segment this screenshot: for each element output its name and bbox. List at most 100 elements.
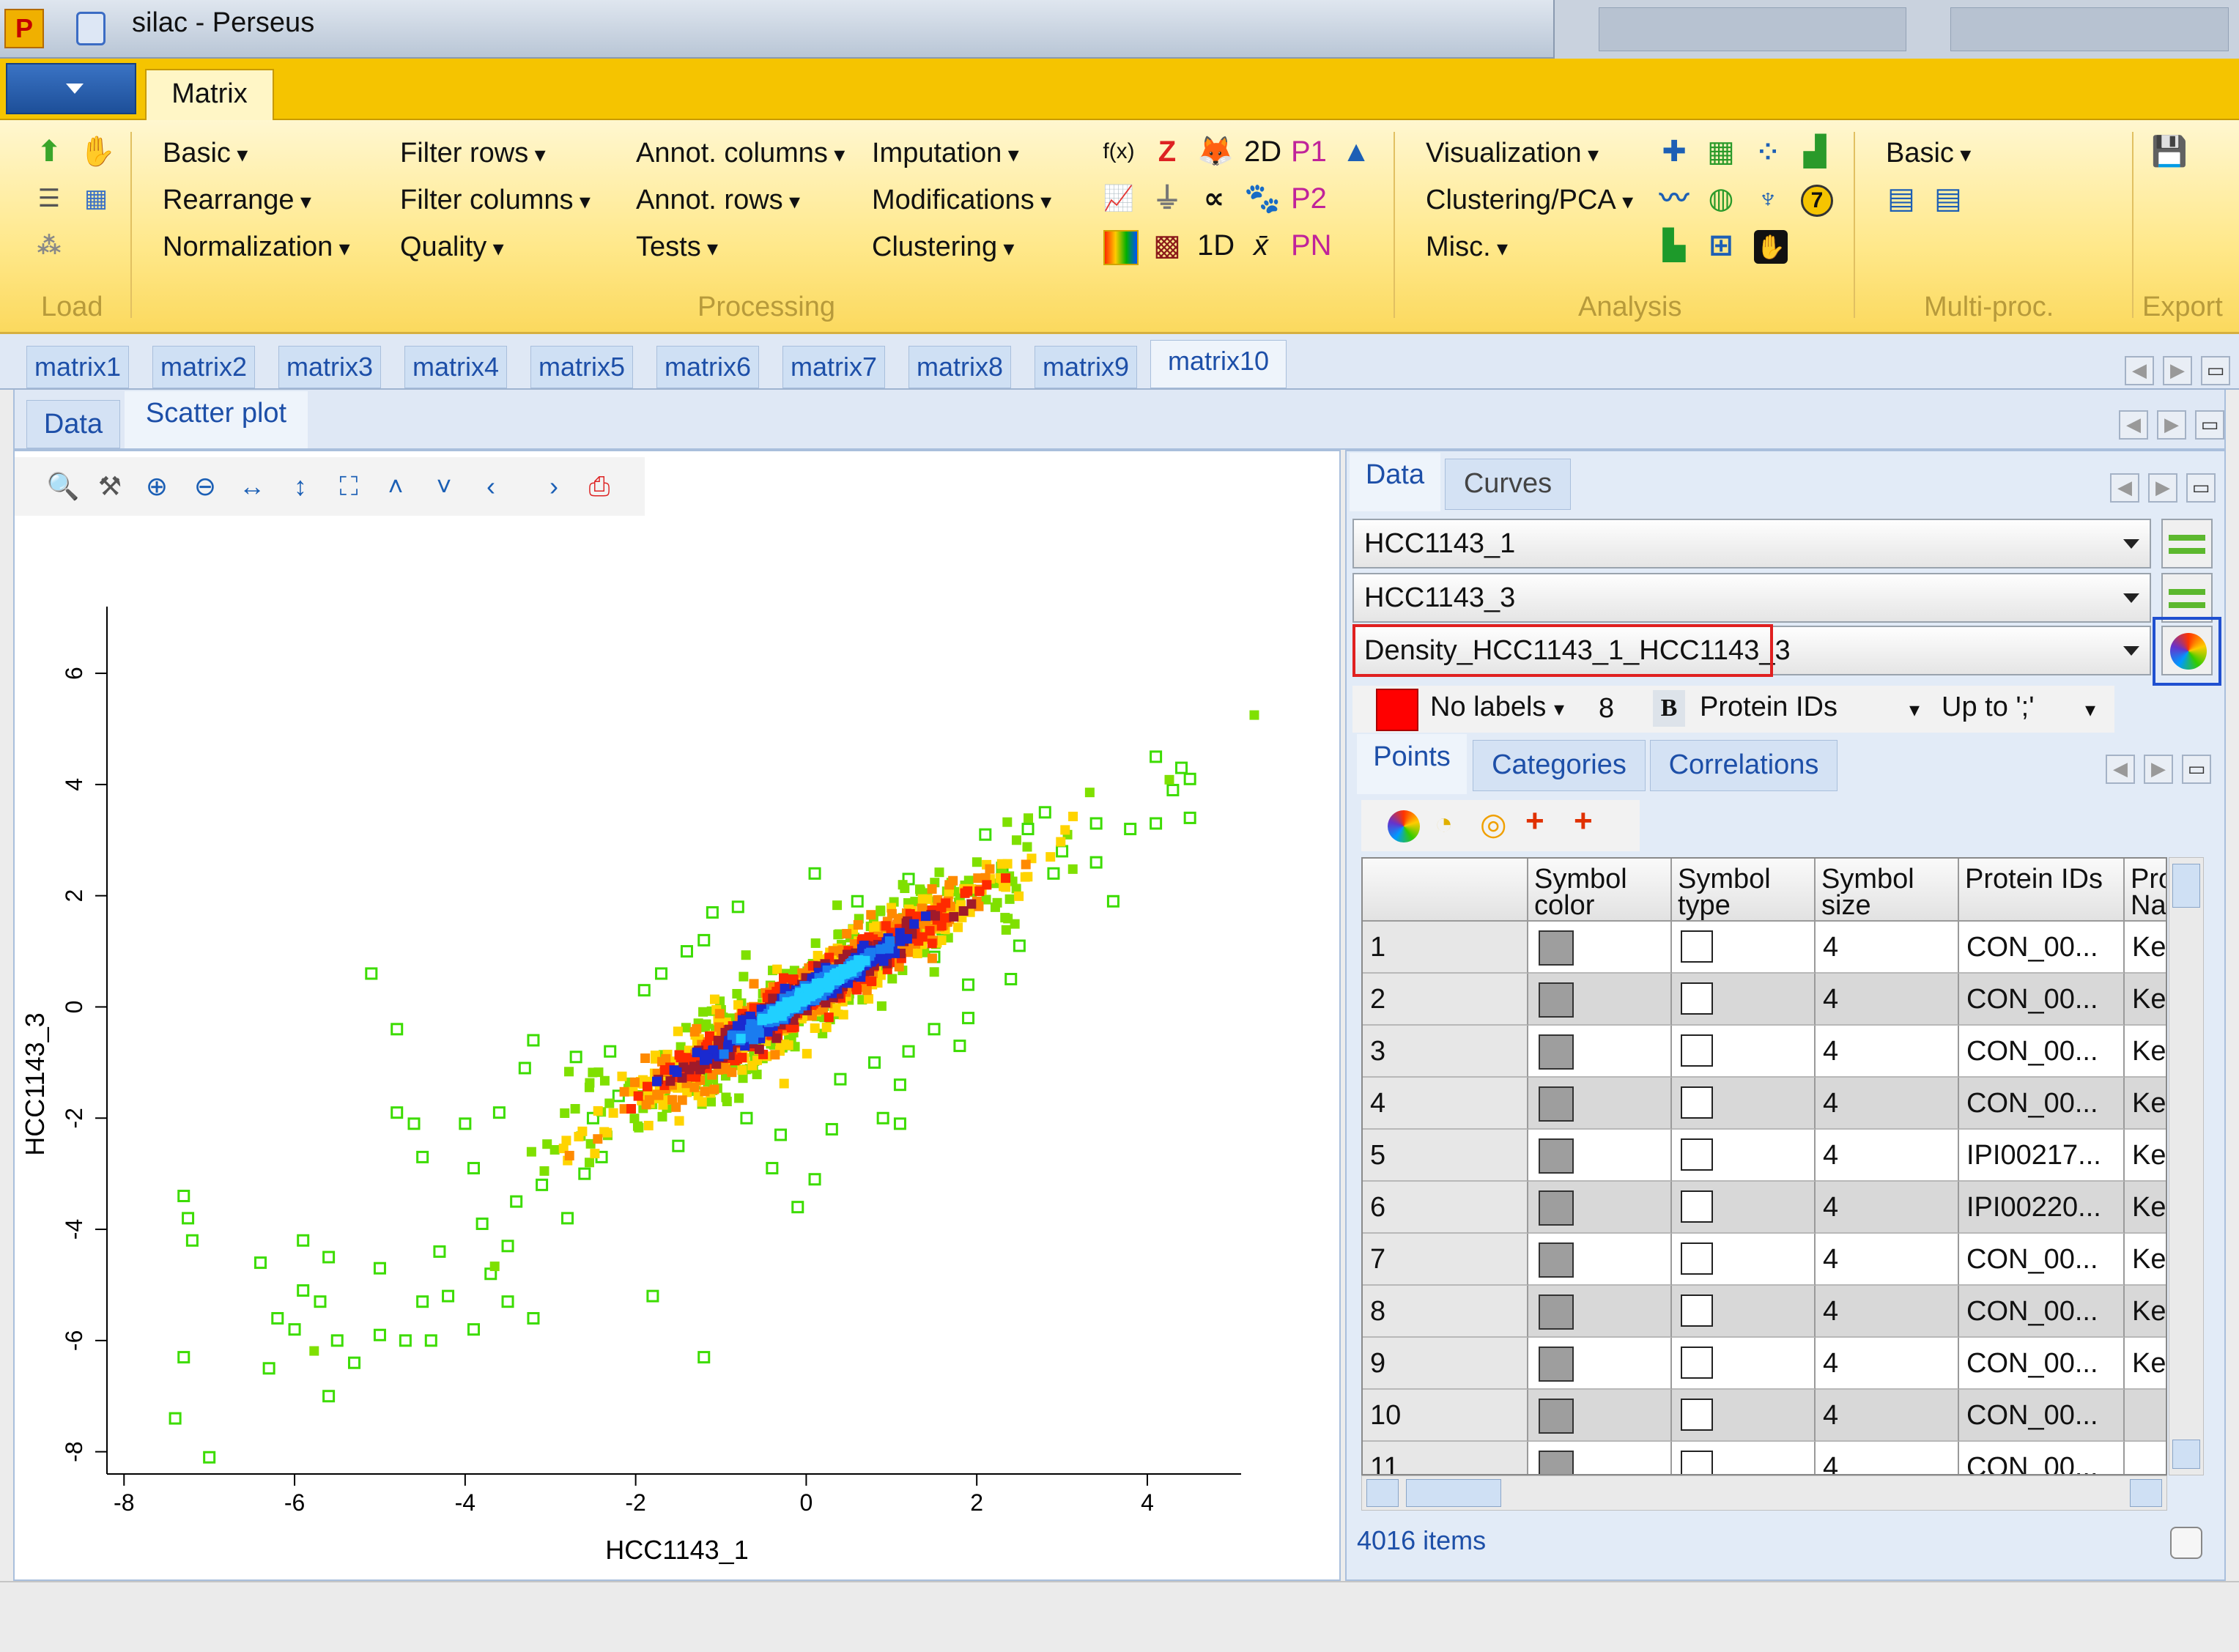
protein-ids-cell[interactable]: IPI00217... xyxy=(1959,1130,2125,1182)
pacman-icon[interactable]: ◔ xyxy=(1435,806,1454,840)
protein-ids-cell[interactable]: CON_00... xyxy=(1959,1390,2125,1442)
row-number-cell[interactable]: 8 xyxy=(1363,1286,1528,1338)
ring-icon[interactable]: ◎ xyxy=(1480,807,1507,841)
view-right-icon[interactable]: ▶ xyxy=(2157,410,2186,440)
color-swatch[interactable] xyxy=(1539,1034,1574,1070)
table-row[interactable]: 8 4 CON_00... Ke xyxy=(1363,1286,2166,1338)
ribbon-tab-matrix[interactable]: Matrix xyxy=(145,69,274,120)
tab-matrix5[interactable]: matrix5 xyxy=(530,346,633,388)
add-point-alt-icon[interactable]: + xyxy=(1574,803,1593,839)
protein-ids-cell[interactable]: CON_00... xyxy=(1959,974,2125,1026)
move-up-icon[interactable]: ˄ xyxy=(388,471,404,501)
symbol-size-cell[interactable]: 4 xyxy=(1816,1234,1959,1286)
vertical-zoom-icon[interactable]: ↕ xyxy=(294,471,307,501)
zoom-out-icon[interactable]: ⊖ xyxy=(193,471,217,501)
row-number-cell[interactable]: 5 xyxy=(1363,1130,1528,1182)
view-menu-icon[interactable]: ▭ xyxy=(2195,410,2224,440)
tab-correlations[interactable]: Correlations xyxy=(1650,740,1838,791)
color-swatch[interactable] xyxy=(1539,1294,1574,1330)
tab-settings-data[interactable]: Data xyxy=(1350,453,1440,511)
scroll-right-button[interactable] xyxy=(2130,1479,2162,1507)
symbol-color-cell[interactable] xyxy=(1528,922,1672,974)
tab-matrix8[interactable]: matrix8 xyxy=(908,346,1011,388)
tab-matrix2[interactable]: matrix2 xyxy=(152,346,255,388)
tab-matrix1[interactable]: matrix1 xyxy=(26,346,129,388)
menu-filter-rows[interactable]: Filter rows xyxy=(400,138,546,169)
select-zoom-icon[interactable]: 🔍 xyxy=(46,471,80,501)
table-row[interactable]: 5 4 IPI00217... Ke xyxy=(1363,1130,2166,1182)
menu-misc[interactable]: Misc. xyxy=(1426,231,1508,263)
symbol-type-cell[interactable] xyxy=(1672,1338,1816,1390)
symbol-size-cell[interactable]: 4 xyxy=(1816,1078,1959,1130)
menu-tests[interactable]: Tests xyxy=(636,231,718,263)
grid-green-icon[interactable]: ▦ xyxy=(1707,136,1735,168)
column-header-symbol-color[interactable]: Symbol color xyxy=(1528,859,1672,922)
protein-names-cell[interactable]: Ke xyxy=(2125,1182,2166,1234)
protein-names-cell[interactable]: Ke xyxy=(2125,1078,2166,1130)
menu-multiproc-basic[interactable]: Basic xyxy=(1886,138,1971,169)
square-symbol-icon[interactable] xyxy=(1681,1190,1713,1223)
line-chart-icon[interactable]: 📈 xyxy=(1103,185,1135,212)
color-scheme-button[interactable] xyxy=(2161,626,2213,675)
z-score-icon[interactable]: Z xyxy=(1158,136,1177,168)
table-row[interactable]: 6 4 IPI00220... Ke xyxy=(1363,1182,2166,1234)
profile-icon[interactable]: 〰 xyxy=(1659,182,1689,215)
square-symbol-icon[interactable] xyxy=(1681,1086,1713,1119)
color-swatch[interactable] xyxy=(1539,1190,1574,1226)
save-icon[interactable]: 💾 xyxy=(2151,136,2188,168)
bold-button[interactable]: B xyxy=(1653,690,1685,727)
venn-icon[interactable]: ◍ xyxy=(1708,182,1734,215)
symbol-size-cell[interactable]: 4 xyxy=(1816,1442,1959,1474)
triangle-icon[interactable]: ▲ xyxy=(1341,136,1371,168)
protein-names-cell[interactable]: Ke xyxy=(2125,1234,2166,1286)
points-left-icon[interactable]: ◀ xyxy=(2106,755,2135,784)
scroll-thumb-bottom[interactable] xyxy=(2172,1440,2200,1469)
taskbar-button[interactable] xyxy=(1599,7,1906,51)
row-number-cell[interactable]: 7 xyxy=(1363,1234,1528,1286)
square-symbol-icon[interactable] xyxy=(1681,1347,1713,1379)
tabs-right-icon[interactable]: ▶ xyxy=(2163,356,2192,385)
color-wheel-icon[interactable] xyxy=(1388,810,1420,842)
tab-scatter-plot[interactable]: Scatter plot xyxy=(125,391,308,448)
protein-ids-cell[interactable]: CON_00... xyxy=(1959,1286,2125,1338)
row-number-cell[interactable]: 6 xyxy=(1363,1182,1528,1234)
symbol-type-cell[interactable] xyxy=(1672,1390,1816,1442)
symbol-color-cell[interactable] xyxy=(1528,1182,1672,1234)
add-point-icon[interactable]: + xyxy=(1525,803,1544,839)
zoom-in-icon[interactable]: ⊕ xyxy=(145,471,169,501)
tools-icon[interactable]: ⚒ xyxy=(97,471,122,501)
tab-matrix9[interactable]: matrix9 xyxy=(1035,346,1137,388)
symbol-type-cell[interactable] xyxy=(1672,922,1816,974)
symbol-type-cell[interactable] xyxy=(1672,974,1816,1026)
row-number-cell[interactable]: 2 xyxy=(1363,974,1528,1026)
color-swatch[interactable] xyxy=(1539,1138,1574,1174)
filter-icon[interactable]: ⏚ xyxy=(1152,182,1182,215)
protein-ids-cell[interactable]: CON_00... xyxy=(1959,1234,2125,1286)
tab-matrix6[interactable]: matrix6 xyxy=(656,346,759,388)
pn-icon[interactable]: PN xyxy=(1291,229,1332,262)
row-number-cell[interactable]: 3 xyxy=(1363,1026,1528,1078)
column-header-protein-ids[interactable]: Protein IDs xyxy=(1959,859,2125,922)
horizontal-zoom-icon[interactable]: ↔ xyxy=(239,471,265,501)
resize-grip[interactable] xyxy=(2170,1527,2202,1559)
square-symbol-icon[interactable] xyxy=(1681,1034,1713,1067)
column-header-symbol-type[interactable]: Symbol type xyxy=(1672,859,1816,922)
row-number-cell[interactable]: 9 xyxy=(1363,1338,1528,1390)
menu-visualization[interactable]: Visualization xyxy=(1426,138,1599,169)
row-number-cell[interactable]: 1 xyxy=(1363,922,1528,974)
symbol-color-cell[interactable] xyxy=(1528,1130,1672,1182)
square-symbol-icon[interactable] xyxy=(1681,1451,1713,1474)
tab-categories[interactable]: Categories xyxy=(1473,740,1646,791)
table-row[interactable]: 2 4 CON_00... Ke xyxy=(1363,974,2166,1026)
table-row[interactable]: 10 4 CON_00... xyxy=(1363,1390,2166,1442)
protein-ids-cell[interactable]: CON_00... xyxy=(1959,1026,2125,1078)
x-column-select[interactable]: HCC1143_1 xyxy=(1352,519,2151,568)
mean-icon[interactable]: x̄ xyxy=(1254,229,1268,262)
menu-filter-columns[interactable]: Filter columns xyxy=(400,185,591,216)
quick-access-icon[interactable] xyxy=(76,12,106,45)
table-row[interactable]: 7 4 CON_00... Ke xyxy=(1363,1234,2166,1286)
symbol-type-cell[interactable] xyxy=(1672,1286,1816,1338)
symbol-size-cell[interactable]: 4 xyxy=(1816,922,1959,974)
tab-matrix3[interactable]: matrix3 xyxy=(278,346,381,388)
tab-points[interactable]: Points xyxy=(1357,734,1467,794)
